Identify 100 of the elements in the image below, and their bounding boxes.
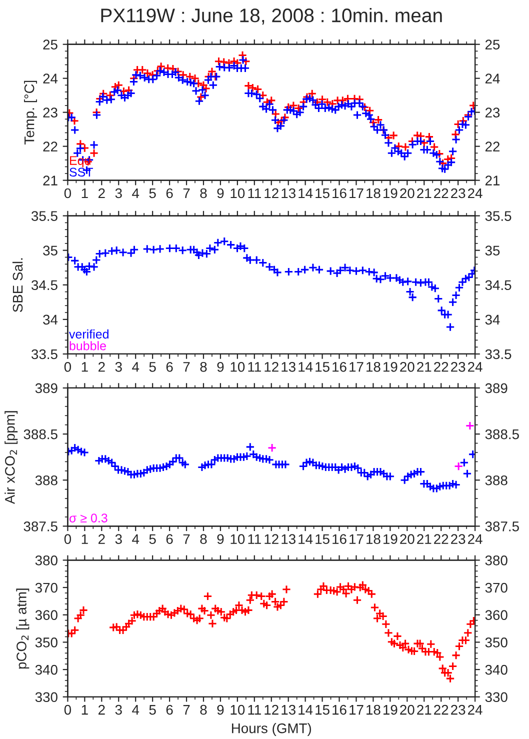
y-tick-label: 24	[43, 74, 58, 84]
y2-tick-label: 388	[485, 475, 508, 486]
x-tick-label: 3	[115, 534, 122, 544]
x-tick-label: 16	[332, 188, 346, 198]
x-tick-label: 16	[332, 362, 346, 372]
x-tick-label: 7	[183, 534, 190, 544]
y2-tick-label: 389	[485, 383, 508, 394]
x-tick-label: 10	[230, 362, 245, 372]
x-tick-label: 19	[384, 362, 398, 372]
x-tick-label: 20	[400, 704, 414, 715]
x-tick-label: 21	[417, 534, 432, 544]
y-tick-label: 340	[35, 664, 58, 675]
y-tick-label: 33.5	[31, 349, 58, 360]
y-tick-label: 23	[43, 108, 58, 118]
y2-tick-label: 25	[485, 40, 500, 50]
x-tick-label: 23	[451, 704, 466, 715]
y-axis-title: Air xCO$_{2}$ [ppm]	[4, 411, 18, 504]
x-tick-label: 18	[366, 188, 380, 198]
y-tick-label: 360	[35, 610, 58, 620]
x-tick-label: 3	[115, 704, 122, 715]
x-tick-label: 20	[400, 362, 414, 372]
point	[465, 421, 475, 430]
x-tick-label: 20	[400, 188, 414, 198]
y-tick-label: 387.5	[24, 522, 58, 532]
y2-tick-label: 34.5	[485, 280, 512, 290]
x-tick-label: 8	[200, 534, 207, 544]
x-tick-label: 5	[149, 705, 156, 715]
x-tick-label: 14	[298, 705, 313, 715]
x-tick-label: 16	[332, 704, 346, 715]
x-tick-label: 22	[434, 534, 448, 544]
x-tick-label: 6	[166, 534, 173, 544]
x-tick-label: 1	[82, 362, 88, 372]
x-tick-label: 17	[350, 362, 364, 372]
y-axis-title: SBE Sal.	[12, 258, 23, 312]
x-tick-label: 19	[384, 188, 398, 198]
y2-tick-label: 35.5	[485, 211, 512, 221]
x-tick-label: 13	[282, 704, 296, 715]
y-axis-title: Temp. [°C]	[24, 80, 37, 144]
y2-tick-label: 387.5	[485, 522, 519, 532]
x-tick-label: 5	[149, 188, 156, 198]
x-tick-label: 23	[451, 188, 466, 198]
x-tick-label: 15	[316, 188, 330, 198]
x-tick-label: 0	[64, 362, 72, 372]
x-tick-label: 12	[264, 704, 278, 715]
y-axis-title: pCO$_{2}$ [µ atm]	[16, 588, 30, 669]
x-tick-label: 18	[366, 704, 380, 715]
x-tick-label: 13	[282, 188, 296, 198]
x-tick-label: 22	[434, 362, 448, 372]
y2-tick-label: 350	[485, 638, 508, 648]
x-tick-label: 2	[98, 534, 105, 544]
y2-tick-label: 34	[485, 314, 500, 325]
y-tick-label: 35	[43, 246, 58, 256]
point	[267, 443, 277, 452]
y2-tick-label: 22	[485, 142, 500, 152]
x-tick-label: 7	[183, 188, 190, 198]
y-tick-label: 35.5	[31, 211, 58, 221]
x-tick-label: 9	[217, 534, 224, 544]
x-tick-label: 0	[64, 188, 72, 198]
y-tick-label: 330	[35, 692, 58, 702]
x-tick-label: 1	[82, 534, 88, 544]
x-tick-label: 18	[366, 362, 380, 372]
x-tick-label: 8	[200, 704, 207, 715]
y2-tick-label: 388.5	[485, 429, 519, 440]
x-tick-label: 22	[434, 188, 448, 198]
x-tick-label: 10	[230, 704, 245, 715]
x-tick-label: 6	[166, 362, 173, 372]
y-tick-label: 389	[35, 383, 58, 394]
x-tick-label: 5	[149, 534, 156, 544]
series-label: SST	[70, 168, 93, 177]
y-tick-label: 22	[43, 142, 58, 152]
x-tick-label: 8	[200, 362, 207, 372]
x-tick-label: 14	[298, 534, 313, 544]
x-tick-label: 13	[282, 362, 296, 372]
x-tick-label: 14	[298, 362, 313, 372]
x-tick-label: 4	[132, 705, 140, 715]
y2-tick-label: 330	[485, 692, 508, 702]
x-tick-label: 2	[98, 188, 105, 198]
y2-tick-label: 33.5	[485, 349, 512, 360]
x-tick-label: 15	[316, 705, 330, 715]
x-tick-label: 21	[417, 704, 432, 715]
y-tick-label: 34	[43, 314, 58, 325]
x-tick-label: 9	[217, 704, 224, 715]
x-tick-label: 17	[350, 534, 364, 544]
x-tick-label: 4	[132, 534, 140, 544]
y2-tick-label: 23	[485, 108, 500, 118]
x-tick-label: 2	[98, 704, 105, 715]
y-tick-label: 21	[43, 176, 58, 186]
x-tick-label: 15	[316, 362, 330, 372]
x-tick-label: 19	[384, 704, 398, 715]
y2-tick-label: 21	[485, 176, 500, 186]
point	[454, 462, 464, 471]
x-tick-label: 21	[417, 362, 432, 372]
x-tick-label: 19	[384, 534, 398, 544]
x-tick-label: 24	[468, 704, 482, 715]
y-tick-label: 25	[43, 40, 58, 50]
x-tick-label: 4	[132, 188, 140, 198]
y2-tick-label: 380	[485, 555, 508, 566]
x-tick-label: 24	[468, 362, 482, 372]
x-tick-label: 11	[248, 705, 261, 715]
x-tick-label: 11	[248, 534, 261, 544]
